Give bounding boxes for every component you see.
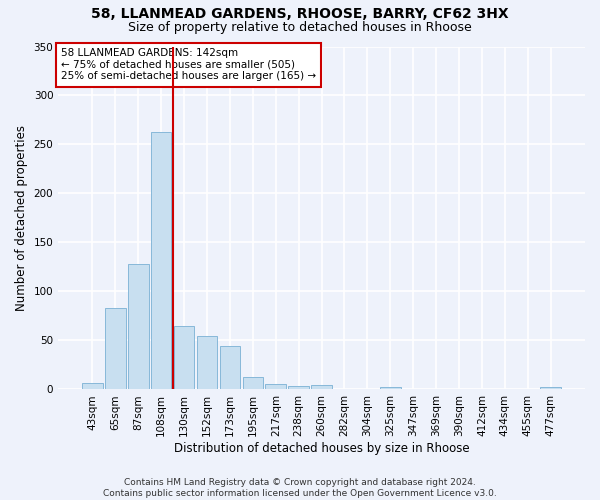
Bar xyxy=(197,336,217,390)
X-axis label: Distribution of detached houses by size in Rhoose: Distribution of detached houses by size … xyxy=(174,442,469,455)
Bar xyxy=(289,386,309,390)
Bar xyxy=(151,132,172,390)
Text: Contains HM Land Registry data © Crown copyright and database right 2024.
Contai: Contains HM Land Registry data © Crown c… xyxy=(103,478,497,498)
Bar xyxy=(541,386,561,390)
Text: 58 LLANMEAD GARDENS: 142sqm
← 75% of detached houses are smaller (505)
25% of se: 58 LLANMEAD GARDENS: 142sqm ← 75% of det… xyxy=(61,48,316,82)
Bar xyxy=(128,264,149,390)
Bar xyxy=(265,384,286,390)
Y-axis label: Number of detached properties: Number of detached properties xyxy=(15,125,28,311)
Bar xyxy=(174,326,194,390)
Bar xyxy=(380,386,401,390)
Bar xyxy=(82,382,103,390)
Text: Size of property relative to detached houses in Rhoose: Size of property relative to detached ho… xyxy=(128,21,472,34)
Bar xyxy=(242,376,263,390)
Text: 58, LLANMEAD GARDENS, RHOOSE, BARRY, CF62 3HX: 58, LLANMEAD GARDENS, RHOOSE, BARRY, CF6… xyxy=(91,8,509,22)
Bar xyxy=(220,346,240,390)
Bar xyxy=(105,308,125,390)
Bar xyxy=(311,384,332,390)
